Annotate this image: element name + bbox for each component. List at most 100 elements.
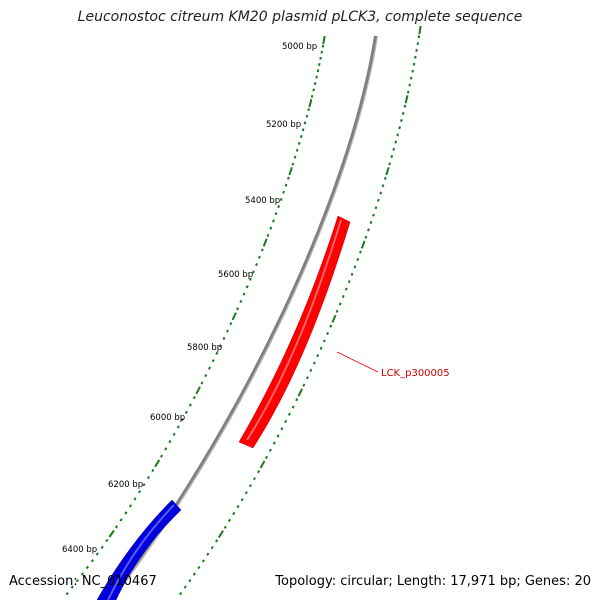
ruler-minor-tick: [138, 490, 142, 494]
ruler-minor-tick: [172, 432, 176, 436]
ruler-minor-tick: [412, 62, 416, 66]
ruler-minor-tick: [383, 176, 387, 180]
ruler-minor-tick: [192, 396, 196, 400]
ruler-minor-tick: [229, 322, 233, 326]
ruler-minor-tick: [287, 412, 291, 416]
ruler-minor-tick: [322, 339, 326, 343]
ruler-minor-tick: [392, 147, 396, 151]
ruler-minor-tick: [232, 511, 236, 516]
ruler-minor-tick: [206, 552, 210, 556]
ruler-minor-tick: [176, 425, 180, 429]
ruler-minor-tick: [390, 155, 394, 159]
ruler-major-tick: [297, 388, 303, 397]
ruler-minor-tick: [255, 263, 258, 267]
ruler-major-tick: [195, 386, 201, 395]
ruler-minor-tick: [369, 220, 373, 225]
ruler-minor-tick: [272, 219, 275, 223]
ruler-minor-tick: [396, 133, 399, 137]
summary-text: Topology: circular; Length: 17,971 bp; G…: [275, 574, 591, 589]
ruler-minor-tick: [284, 183, 288, 187]
ruler-minor-tick: [303, 121, 307, 125]
gene-arrow-blue[interactable]: [96, 499, 182, 600]
ruler-minor-tick: [406, 90, 410, 94]
ruler-minor-tick: [257, 255, 261, 259]
ruler-major-tick: [360, 240, 366, 249]
ruler-minor-tick: [223, 525, 227, 529]
ruler-major-tick: [259, 460, 266, 469]
ruler-label: 5200 bp: [266, 120, 301, 130]
ruler-minor-tick: [305, 114, 309, 118]
ruler-minor-tick: [201, 559, 205, 563]
gene-label-lck-p300005[interactable]: LCK_p300005: [381, 368, 450, 379]
ruler-minor-tick: [295, 398, 299, 402]
ruler-minor-tick: [379, 191, 383, 195]
ruler-minor-tick: [90, 559, 94, 563]
ruler-label: 6000 bp: [150, 413, 185, 423]
gene-arrow-lck-p300005[interactable]: [238, 215, 351, 449]
ruler-minor-tick: [408, 83, 411, 87]
ruler-minor-tick: [215, 351, 219, 355]
ruler-minor-tick: [197, 565, 201, 570]
ruler-minor-tick: [409, 76, 413, 80]
ruler-minor-tick: [329, 324, 333, 328]
ruler-minor-tick: [204, 373, 208, 378]
ruler-minor-tick: [367, 228, 370, 232]
ruler-label: 5800 bp: [187, 343, 222, 353]
ruler-minor-tick: [309, 368, 313, 373]
ruler-minor-tick: [321, 44, 325, 48]
ruler-minor-tick: [266, 233, 270, 237]
ruler-major-tick: [418, 25, 422, 35]
ruler-labels: 5000 bp 5200 bp 5400 bp 5600 bp 5800 bp …: [62, 42, 317, 555]
ruler-minor-tick: [85, 565, 89, 570]
ruler-minor-tick: [400, 119, 403, 123]
ruler-major-tick: [231, 312, 237, 321]
ruler-label: 5400 bp: [245, 196, 280, 206]
ruler-minor-tick: [114, 525, 119, 529]
ruler-minor-tick: [381, 184, 385, 188]
ruler-minor-tick: [319, 346, 323, 350]
ruler-minor-tick: [374, 206, 378, 210]
ruler-major-tick: [154, 459, 161, 468]
ruler-minor-tick: [133, 497, 137, 501]
ruler-minor-tick: [151, 468, 155, 473]
ruler-minor-tick: [305, 376, 309, 380]
ruler-minor-tick: [315, 75, 318, 79]
ruler-minor-tick: [257, 469, 261, 474]
ruler-minor-tick: [316, 354, 320, 358]
ruler-minor-tick: [377, 198, 380, 202]
ruler-minor-tick: [326, 332, 330, 336]
ruler-minor-tick: [313, 82, 317, 86]
ruler-minor-tick: [242, 292, 246, 296]
ruler-minor-tick: [248, 277, 252, 281]
ruler-minor-tick: [295, 148, 299, 152]
ruler-minor-tick: [401, 111, 405, 115]
ruler-minor-tick: [338, 302, 342, 306]
ruler-minor-tick: [252, 477, 256, 481]
ruler-label: 6200 bp: [108, 480, 143, 490]
ruler-minor-tick: [280, 427, 284, 431]
ruler-minor-tick: [318, 62, 321, 67]
ruler-label: 5000 bp: [282, 42, 317, 52]
ruler-minor-tick: [320, 50, 323, 54]
ruler-minor-tick: [222, 336, 226, 341]
ruler-minor-tick: [299, 135, 303, 139]
ruler-minor-tick: [277, 204, 281, 209]
ruler-minor-tick: [260, 248, 264, 252]
ruler-major-tick: [322, 35, 326, 45]
ruler-minor-tick: [264, 455, 268, 460]
ruler-minor-tick: [350, 272, 354, 276]
ruler-minor-tick: [347, 280, 351, 284]
ruler-minor-tick: [95, 552, 99, 556]
ruler-minor-tick: [119, 518, 123, 522]
ruler-minor-tick: [372, 213, 375, 217]
ruler-minor-tick: [301, 128, 305, 132]
ruler-minor-tick: [353, 265, 357, 269]
ruler-minor-tick: [282, 190, 285, 194]
ruler-label: 6400 bp: [62, 545, 97, 555]
ruler-minor-tick: [65, 591, 69, 596]
ruler-minor-tick: [312, 88, 315, 92]
ruler-minor-tick: [184, 410, 188, 414]
ruler-major-tick: [385, 166, 390, 176]
ruler-tick-marks: [65, 25, 422, 596]
